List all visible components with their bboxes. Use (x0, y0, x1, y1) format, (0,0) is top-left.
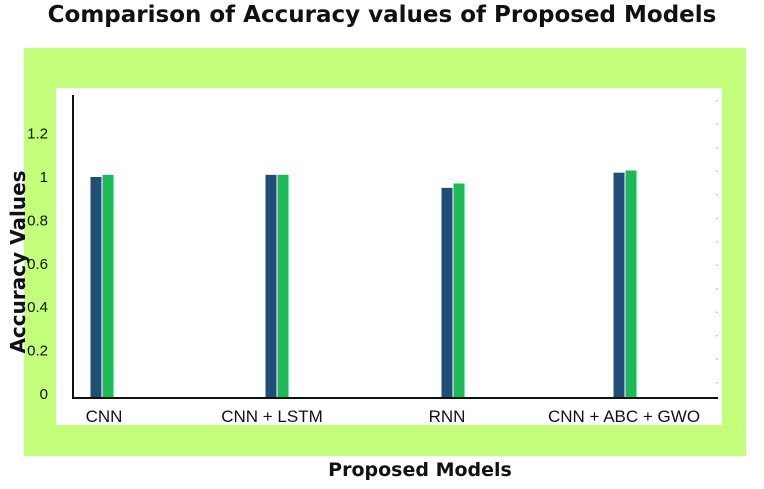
x-category-label: CNN + ABC + GWO (548, 407, 700, 426)
x-category-label: CNN (86, 407, 123, 426)
bar-0-series-1 (102, 174, 114, 398)
bar-2-series-0 (441, 187, 453, 398)
plot-panel (56, 88, 722, 425)
y-tick-label: 1 (40, 169, 48, 186)
y-tick-label: 0.8 (27, 212, 48, 229)
y-tick-label: 0.4 (27, 299, 48, 316)
bar-3-series-0 (613, 172, 625, 398)
bar-1-series-0 (265, 174, 277, 398)
y-tick-label: 0.2 (27, 343, 48, 360)
y-tick-label: 0.6 (27, 256, 48, 273)
bar-3-series-1 (625, 170, 637, 398)
x-axis-label: Proposed Models (328, 459, 512, 481)
bar-0-series-0 (90, 177, 102, 398)
bar-2-series-1 (453, 183, 465, 398)
x-category-label: RNN (429, 407, 466, 426)
bar-1-series-1 (277, 174, 289, 398)
x-category-label: CNN + LSTM (221, 407, 323, 426)
y-tick-label: 1.2 (27, 126, 48, 143)
chart-title: Comparison of Accuracy values of Propose… (47, 2, 717, 28)
y-tick-label: 0 (40, 386, 48, 403)
